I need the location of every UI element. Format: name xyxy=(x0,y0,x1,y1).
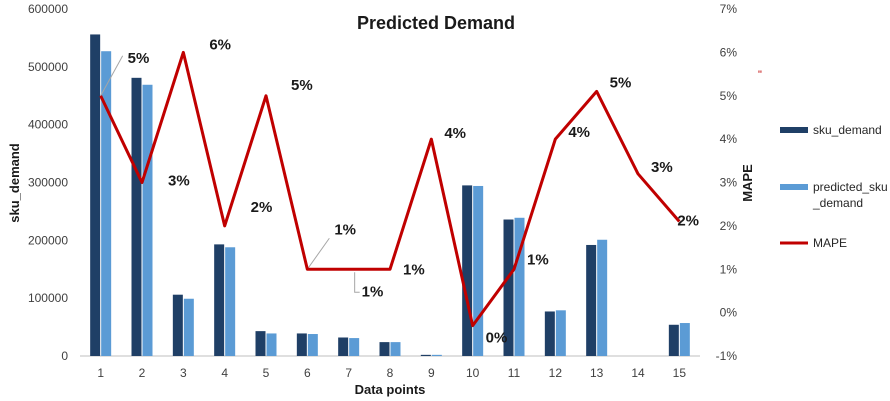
y2-tick-label: 6% xyxy=(720,45,738,59)
y-tick-label: 300000 xyxy=(28,176,68,190)
mape-data-label: 1% xyxy=(527,251,549,268)
bar-sku_demand xyxy=(586,244,597,356)
x-tick-label: 13 xyxy=(590,366,604,380)
legend-label: sku_demand xyxy=(813,123,882,137)
y2-tick-label: 2% xyxy=(720,219,738,233)
data-labels: 5% 3% 6% 2% 5% 1% 1% 1% 4% 0% 1% 4% 5% 3% 2% xyxy=(128,36,699,346)
y2-tick-label: -1% xyxy=(716,349,738,363)
y2-tick-label: 0% xyxy=(720,306,738,320)
y2-axis-ticks: -1% 0% 1% 2% 3% 4% 5% 6% 7% xyxy=(716,2,738,363)
chart-title: Predicted Demand xyxy=(357,13,515,33)
stray-mark: " xyxy=(758,69,762,81)
bar-sku_demand xyxy=(338,337,349,356)
leader-line xyxy=(306,237,330,270)
y2-tick-label: 4% xyxy=(720,132,738,146)
mape-data-label: 3% xyxy=(651,159,673,176)
bar-predicted_sku_demand xyxy=(597,239,608,356)
y-tick-label: 0 xyxy=(61,349,68,363)
y2-tick-label: 3% xyxy=(720,176,738,190)
mape-data-label: 1% xyxy=(334,221,356,238)
x-tick-label: 12 xyxy=(549,366,563,380)
legend: sku_demand predicted_sku _demand MAPE xyxy=(780,123,888,250)
mape-data-label: 2% xyxy=(251,199,273,216)
bar-sku_demand xyxy=(296,333,307,356)
y2-axis-title: MAPE xyxy=(740,164,755,202)
legend-label: MAPE xyxy=(813,236,847,250)
leader-lines xyxy=(100,55,360,293)
mape-data-label: 5% xyxy=(128,50,150,67)
mape-line xyxy=(99,50,681,328)
mape-data-label: 1% xyxy=(362,283,384,300)
bar-predicted_sku_demand xyxy=(431,354,442,356)
legend-swatch xyxy=(780,184,808,190)
x-tick-label: 1 xyxy=(97,366,104,380)
x-axis-title: Data points xyxy=(355,382,426,397)
bar-sku_demand xyxy=(214,244,225,356)
bar-predicted_sku_demand xyxy=(349,338,360,356)
x-axis-ticks: 1 2 3 4 5 6 7 8 9 10 11 12 13 14 15 xyxy=(97,366,686,380)
y-tick-label: 500000 xyxy=(28,60,68,74)
x-tick-label: 8 xyxy=(387,366,394,380)
x-tick-label: 10 xyxy=(466,366,480,380)
bar-sku_demand xyxy=(503,219,514,356)
legend-swatch xyxy=(780,127,808,133)
bar-predicted_sku_demand xyxy=(390,342,401,356)
y-axis-ticks: 0 100000 200000 300000 400000 500000 600000 xyxy=(28,2,68,363)
bar-sku_demand xyxy=(90,34,101,357)
mape-data-label: 4% xyxy=(568,124,590,141)
legend-label: _demand xyxy=(812,196,863,210)
bar-sku_demand xyxy=(379,342,390,356)
bar-predicted_sku_demand xyxy=(473,185,484,356)
mape-data-label: 4% xyxy=(444,125,466,142)
leader-line xyxy=(100,55,124,96)
x-tick-label: 9 xyxy=(428,366,435,380)
legend-label: predicted_sku xyxy=(813,180,888,194)
x-tick-label: 11 xyxy=(508,366,521,380)
bar-sku_demand xyxy=(462,185,473,356)
y-tick-label: 100000 xyxy=(28,291,68,305)
mape-data-label: 1% xyxy=(403,261,425,278)
y-tick-label: 200000 xyxy=(28,233,68,247)
x-tick-label: 4 xyxy=(221,366,228,380)
bar-predicted_sku_demand xyxy=(142,84,153,357)
bar-sku_demand xyxy=(668,324,679,356)
mape-data-label: 5% xyxy=(291,77,313,94)
bar-sku_demand xyxy=(131,77,142,357)
bar-sku_demand xyxy=(544,311,555,356)
y-tick-label: 600000 xyxy=(28,2,68,16)
x-tick-label: 3 xyxy=(180,366,187,380)
mape-data-label: 2% xyxy=(677,213,699,230)
bar-predicted_sku_demand xyxy=(679,323,690,356)
x-tick-label: 2 xyxy=(139,366,146,380)
bar-predicted_sku_demand xyxy=(514,217,525,356)
bar-predicted_sku_demand xyxy=(555,310,566,356)
mape-data-label: 6% xyxy=(209,36,231,53)
y-tick-label: 400000 xyxy=(28,118,68,132)
bar-predicted_sku_demand xyxy=(101,51,112,357)
mape-data-label: 0% xyxy=(486,330,508,347)
mape-data-label: 5% xyxy=(610,74,632,91)
bar-predicted_sku_demand xyxy=(225,247,236,356)
x-tick-label: 5 xyxy=(263,366,270,380)
y-axis-title: sku_demand xyxy=(7,143,22,223)
y2-tick-label: 7% xyxy=(720,2,738,16)
y2-tick-label: 5% xyxy=(720,89,738,103)
x-tick-label: 6 xyxy=(304,366,311,380)
x-tick-label: 14 xyxy=(631,366,645,380)
mape-line-group xyxy=(99,50,681,328)
bar-series-group xyxy=(90,34,690,357)
bar-predicted_sku_demand xyxy=(266,333,277,356)
mape-data-label: 3% xyxy=(168,173,190,190)
leader-line xyxy=(354,272,360,293)
bar-sku_demand xyxy=(172,294,183,356)
x-tick-label: 15 xyxy=(673,366,687,380)
bar-sku_demand xyxy=(420,354,431,356)
bar-sku_demand xyxy=(255,331,266,356)
y2-tick-label: 1% xyxy=(720,262,738,276)
x-tick-label: 7 xyxy=(345,366,352,380)
bar-predicted_sku_demand xyxy=(183,298,194,356)
bar-predicted_sku_demand xyxy=(307,334,318,356)
